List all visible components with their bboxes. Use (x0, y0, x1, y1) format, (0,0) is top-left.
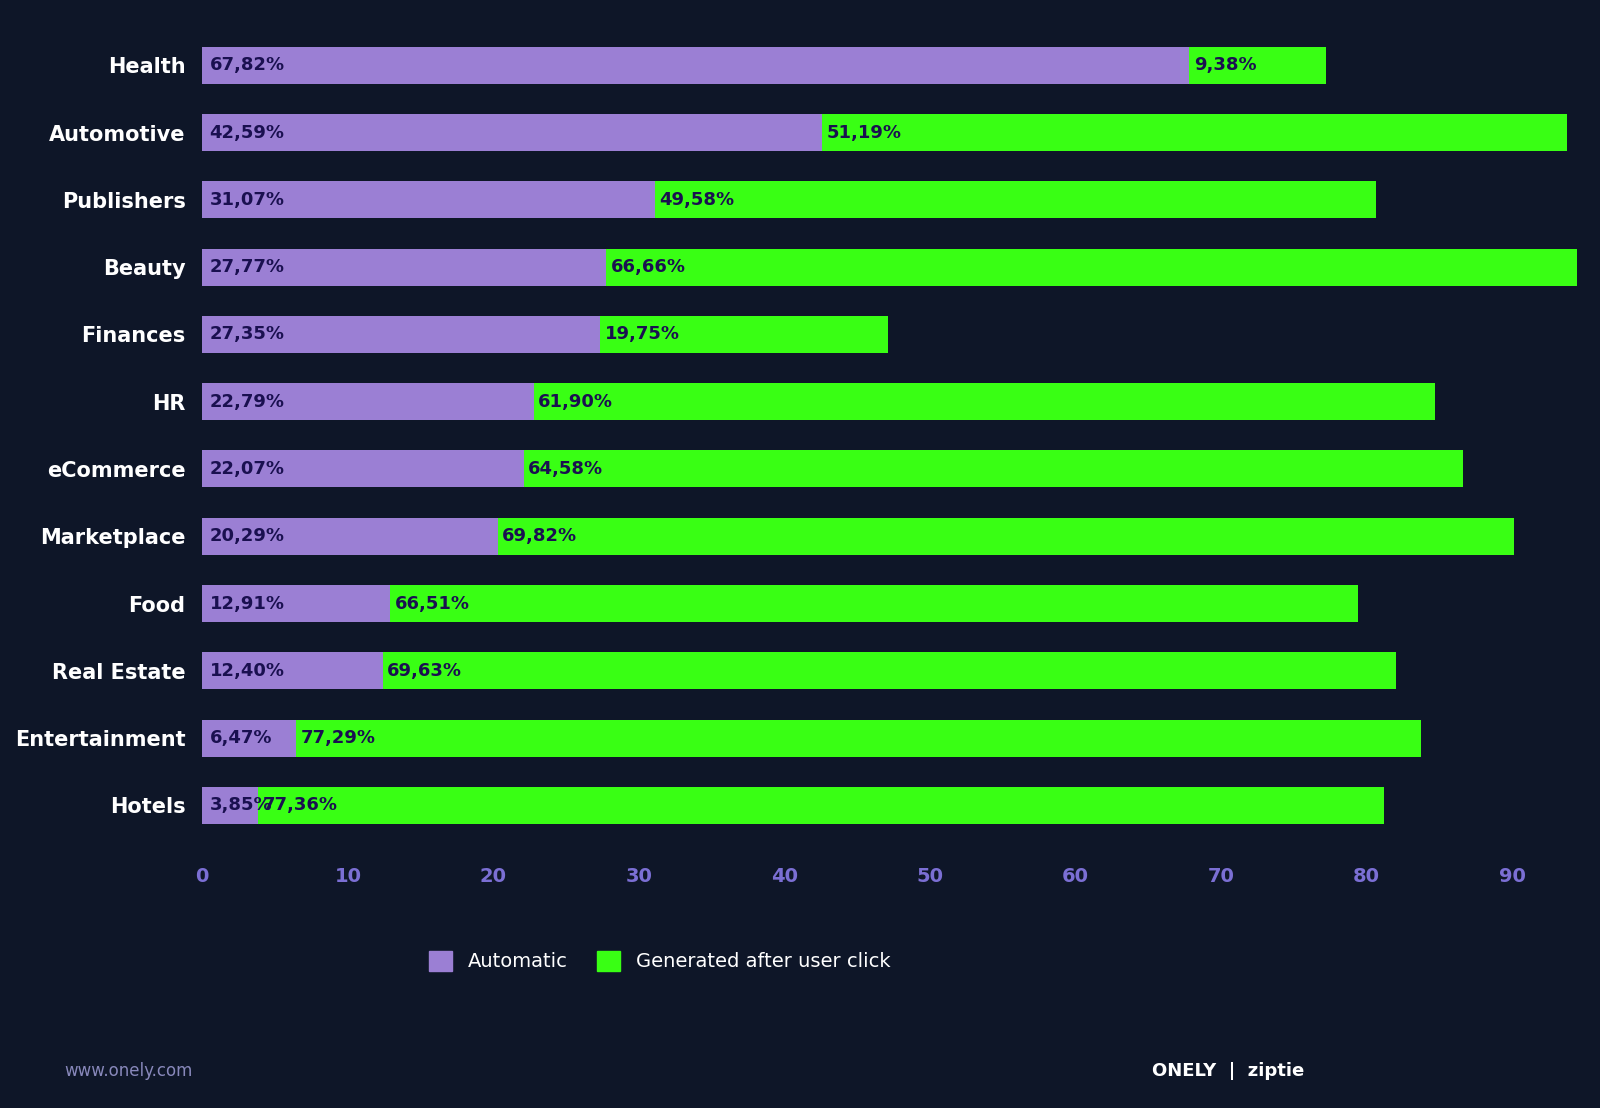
Bar (202, 585, 390, 622)
Text: 27,77%: 27,77% (210, 258, 285, 276)
Text: 6,47%: 6,47% (210, 729, 272, 747)
Bar (202, 653, 382, 689)
Text: 69,82%: 69,82% (502, 527, 578, 545)
Bar (382, 653, 1397, 689)
Text: 49,58%: 49,58% (659, 191, 734, 209)
Bar (202, 719, 296, 757)
Bar (202, 316, 600, 353)
Bar (534, 383, 1435, 420)
Bar (600, 316, 888, 353)
Bar (202, 787, 258, 823)
Bar (296, 719, 1421, 757)
Text: ONELY  |  ziptie: ONELY | ziptie (1152, 1063, 1304, 1080)
Bar (606, 248, 1576, 286)
Text: 77,29%: 77,29% (301, 729, 376, 747)
Text: www.onely.com: www.onely.com (64, 1063, 192, 1080)
Bar (1189, 47, 1326, 84)
Bar (654, 182, 1376, 218)
Bar (258, 787, 1384, 823)
Legend: Automatic, Generated after user click: Automatic, Generated after user click (419, 941, 901, 981)
Bar (202, 114, 822, 151)
Text: 66,66%: 66,66% (611, 258, 686, 276)
Text: 42,59%: 42,59% (210, 124, 285, 142)
Text: 67,82%: 67,82% (210, 57, 285, 74)
Bar (202, 383, 534, 420)
Text: 77,36%: 77,36% (262, 797, 338, 814)
Text: 9,38%: 9,38% (1194, 57, 1256, 74)
Text: 27,35%: 27,35% (210, 326, 285, 343)
Text: 19,75%: 19,75% (605, 326, 680, 343)
Text: 3,85%: 3,85% (210, 797, 272, 814)
Bar (202, 451, 523, 488)
Text: 31,07%: 31,07% (210, 191, 285, 209)
Text: 12,40%: 12,40% (210, 661, 285, 680)
Bar (498, 517, 1514, 555)
Text: 12,91%: 12,91% (210, 595, 285, 613)
Text: 61,90%: 61,90% (538, 392, 613, 411)
Text: 66,51%: 66,51% (395, 595, 469, 613)
Bar (202, 248, 606, 286)
Text: 69,63%: 69,63% (387, 661, 462, 680)
Bar (523, 451, 1464, 488)
Text: 20,29%: 20,29% (210, 527, 285, 545)
Text: 64,58%: 64,58% (528, 460, 603, 478)
Bar (390, 585, 1358, 622)
Text: 22,07%: 22,07% (210, 460, 285, 478)
Bar (822, 114, 1568, 151)
Text: 51,19%: 51,19% (827, 124, 901, 142)
Bar (202, 182, 654, 218)
Bar (202, 47, 1189, 84)
Bar (202, 517, 498, 555)
Text: 22,79%: 22,79% (210, 392, 285, 411)
